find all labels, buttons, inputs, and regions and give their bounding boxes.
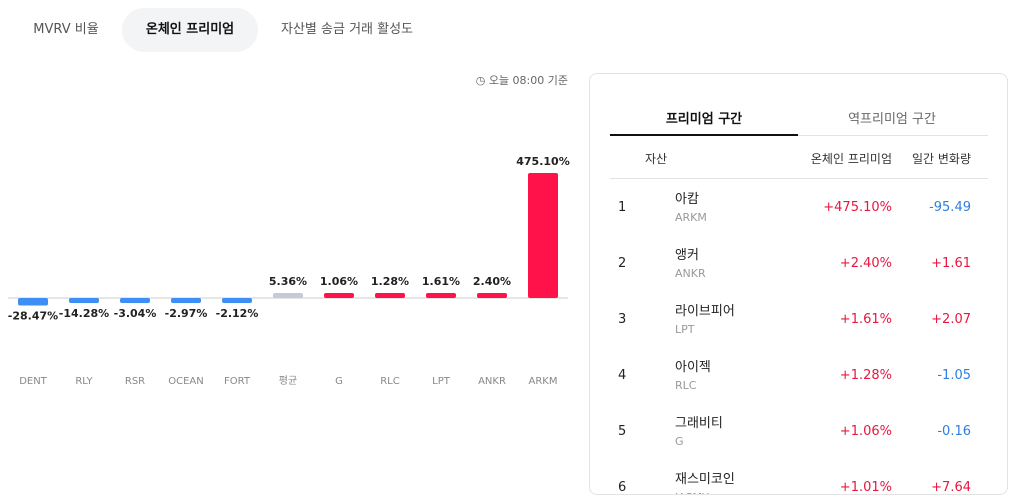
x-tick-label: ANKR [478, 376, 506, 387]
premium: +2.40% [839, 256, 892, 271]
rank: 1 [618, 200, 627, 215]
chart: -28.47% DENT -14.28% RLY -3.04% RSR -2.97% OCEA… [8, 155, 570, 387]
tab-indicator [610, 134, 798, 136]
x-tick-label: LPT [432, 376, 451, 387]
asset-name: 앵커 [675, 248, 699, 263]
x-tick-label: 평균 [279, 375, 297, 387]
asset-icon [645, 197, 667, 219]
daily-change: +1.61 [931, 256, 971, 271]
asset-name: 라이브피어 [675, 304, 735, 319]
value-label: 475.10% [516, 155, 569, 168]
tab-line [610, 135, 988, 136]
x-tick-label: ARKM [529, 376, 558, 387]
bar [477, 293, 507, 298]
value-label: 5.36% [269, 275, 307, 288]
bar [120, 298, 150, 303]
tab[interactable]: 자산별 송금 거래 활성도 [281, 22, 413, 37]
bar [273, 293, 303, 298]
value-label: -3.04% [114, 307, 157, 320]
daily-change: -95.49 [929, 200, 971, 215]
bar [324, 293, 354, 298]
rank: 4 [618, 368, 627, 383]
timestamp: ◷ 오늘 08:00 기준 [475, 74, 568, 87]
x-tick-label: G [335, 376, 343, 387]
asset-icon [645, 365, 667, 387]
asset-ticker: ANKR [675, 267, 706, 280]
asset-row[interactable]: 4 아이젝 RLC +1.28% -1.05 [590, 348, 1007, 404]
value-label: 1.06% [320, 275, 358, 288]
x-tick-label: OCEAN [168, 376, 204, 387]
bar [171, 298, 201, 303]
tab-active[interactable]: 온체인 프리미엄 [122, 8, 258, 52]
daily-change: +2.07 [931, 312, 971, 327]
asset-name: 재스미코인 [675, 472, 735, 487]
asset-row[interactable]: 2 앵커 ANKR +2.40% +1.61 [590, 236, 1007, 292]
panel-tab-active[interactable]: 프리미엄 구간 [665, 112, 743, 127]
asset-name: 그래비티 [675, 416, 723, 431]
asset-row[interactable]: 1 아캄 ARKM +475.10% -95.49 [590, 180, 1007, 236]
ranking-panel: 프리미엄 구간 역프리미엄 구간 자산 온체인 프리미엄 일간 변화량 1 아캄 A… [589, 73, 1008, 495]
premium: +1.28% [839, 368, 892, 383]
asset-row[interactable]: 3 라이브피어 LPT +1.61% +2.07 [590, 292, 1007, 348]
value-label: -28.47% [8, 309, 58, 322]
header-line [610, 178, 988, 179]
daily-change: -1.05 [937, 368, 971, 383]
value-label: 1.61% [422, 275, 460, 288]
value-label: -2.12% [216, 307, 259, 320]
x-tick-label: DENT [19, 376, 47, 387]
asset-icon [645, 421, 667, 443]
daily-change: +7.64 [931, 480, 971, 495]
premium: +1.01% [839, 480, 892, 495]
bar [69, 298, 99, 303]
x-tick-label: RSR [125, 376, 145, 387]
x-tick-label: RLC [380, 376, 400, 387]
rank: 6 [618, 480, 627, 495]
asset-name: 아이젝 [675, 360, 711, 375]
x-tick-label: RLY [75, 376, 93, 387]
asset-ticker: RLC [675, 379, 697, 392]
panel-tab[interactable]: 역프리미엄 구간 [848, 112, 936, 127]
value-label: 2.40% [473, 275, 511, 288]
asset-ticker: G [675, 435, 684, 448]
bar [222, 298, 252, 303]
header: 일간 변화량 [911, 152, 971, 166]
x-tick-label: FORT [224, 376, 251, 387]
rank: 3 [618, 312, 627, 327]
premium: +475.10% [823, 200, 892, 215]
premium: +1.06% [839, 424, 892, 439]
bar [426, 293, 456, 298]
timestamp-text: 오늘 08:00 기준 [488, 74, 568, 87]
value-label: -14.28% [59, 307, 109, 320]
asset-ticker: JASMY [675, 491, 709, 494]
tab[interactable]: MVRV 비율 [33, 22, 99, 37]
bar [18, 298, 48, 306]
rank: 5 [618, 424, 627, 439]
bar [375, 293, 405, 298]
rank: 2 [618, 256, 627, 271]
asset-row[interactable]: 5 그래비티 G +1.06% -0.16 [590, 404, 1007, 460]
daily-change: -0.16 [937, 424, 971, 439]
premium: +1.61% [839, 312, 892, 327]
asset-icon [645, 253, 667, 275]
value-label: 1.28% [371, 275, 409, 288]
asset-ticker: ARKM [675, 211, 707, 224]
asset-row[interactable]: 6 재스미코인 JASMY +1.01% +7.64 [590, 460, 1007, 495]
asset-icon [645, 477, 667, 494]
header: 온체인 프리미엄 [810, 152, 892, 166]
asset-icon [645, 309, 667, 331]
value-label: -2.97% [165, 307, 208, 320]
asset-name: 아캄 [675, 192, 699, 207]
header: 자산 [645, 152, 668, 166]
asset-ticker: LPT [675, 323, 695, 336]
bar [528, 173, 558, 298]
